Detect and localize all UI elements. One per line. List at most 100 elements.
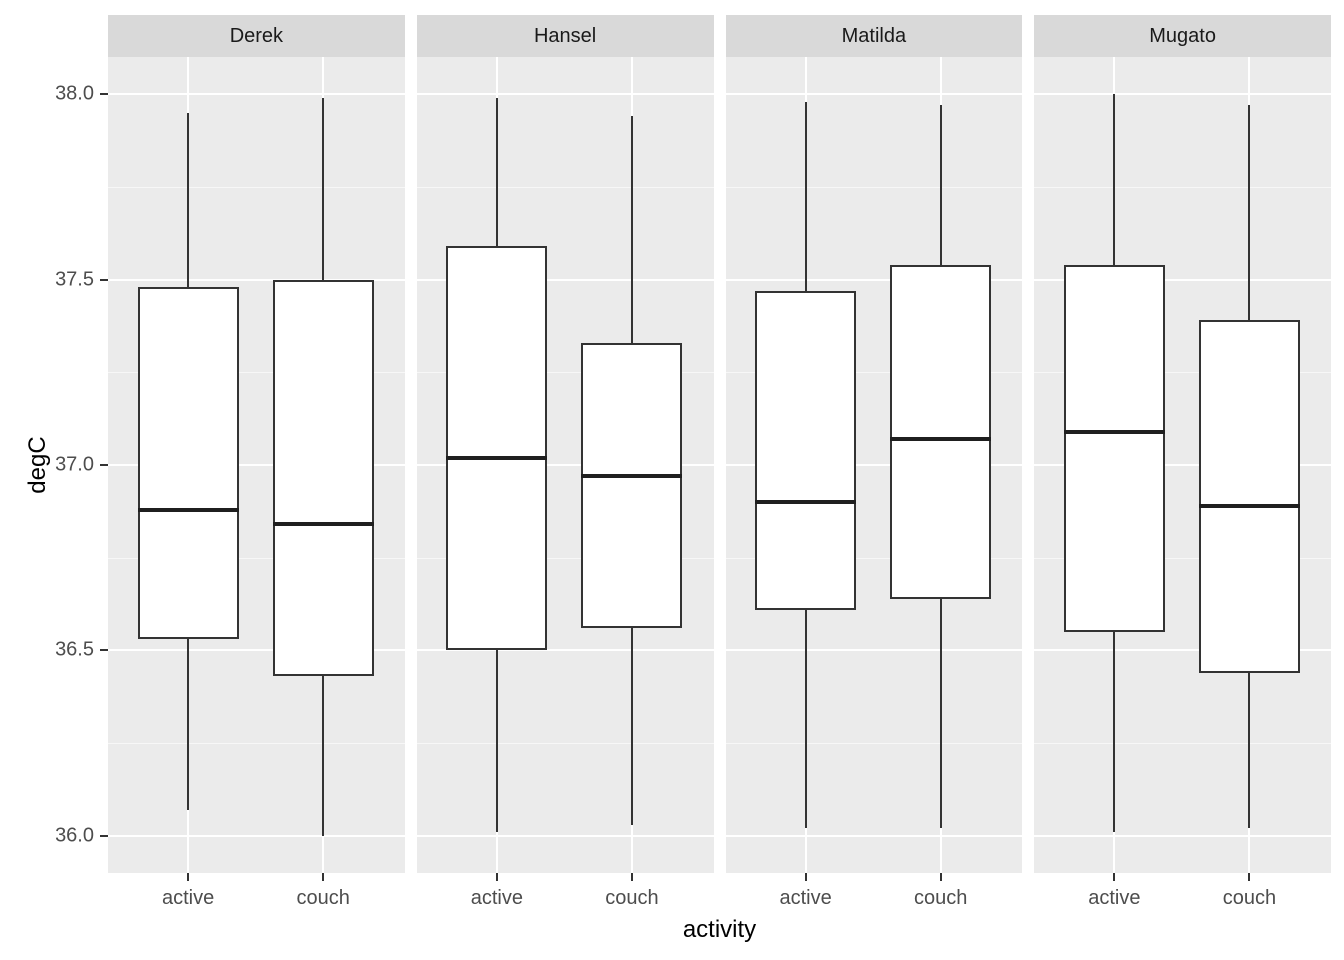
major-gridline <box>725 278 1023 281</box>
major-gridline <box>108 649 405 652</box>
panel-hansel <box>416 57 714 873</box>
facet-mugato: Mugato active couch <box>1034 15 1331 931</box>
y-tick-mark <box>100 649 108 652</box>
major-gridline <box>1034 278 1331 281</box>
major-gridline <box>108 834 405 837</box>
upper-whisker-active <box>804 101 807 291</box>
box-couch <box>581 342 683 629</box>
x-tick-label-active: active <box>1088 887 1141 909</box>
facet-derek: Derek active couch <box>108 15 405 931</box>
x-tick-mark <box>495 873 498 881</box>
box-couch <box>272 279 374 677</box>
x-axis-title: activity <box>682 916 757 943</box>
x-tick-mark <box>1113 873 1116 881</box>
x-tick-mark <box>630 873 633 881</box>
y-tick-label-37.0: 37.0 <box>55 453 94 476</box>
panel-derek <box>108 57 405 873</box>
lower-whisker-couch <box>939 598 942 829</box>
x-tick-label-couch: couch <box>605 887 659 909</box>
minor-gridline <box>725 186 1023 188</box>
x-tick-mark <box>187 873 190 881</box>
major-gridline <box>1034 464 1331 466</box>
minor-gridline <box>416 557 714 559</box>
major-gridline <box>725 93 1023 96</box>
facet-row: Derek active couch Hansel active couch Matilda… <box>108 15 1331 931</box>
box-active <box>755 290 857 610</box>
x-axis-hansel: active couch <box>417 873 714 931</box>
x-tick-label-active: active <box>470 887 523 909</box>
box-active <box>1063 264 1165 632</box>
y-tick-label-37.5: 37.5 <box>55 268 94 291</box>
facet-strip: Matilda <box>725 15 1023 57</box>
facet-label: Derek <box>229 24 284 47</box>
box-couch <box>890 264 992 599</box>
x-axis-matilda: active couch <box>726 873 1023 931</box>
facet-label: Hansel <box>533 24 597 47</box>
x-axis-derek: active couch <box>108 873 405 931</box>
y-tick-mark <box>100 93 108 96</box>
upper-whisker-active <box>495 97 498 247</box>
median-line-couch <box>272 522 374 527</box>
major-gridline <box>416 834 714 837</box>
y-tick-label-36.0: 36.0 <box>55 824 94 847</box>
lower-whisker-couch <box>322 676 325 836</box>
lower-whisker-active <box>804 609 807 829</box>
y-tick-label-36.5: 36.5 <box>55 638 94 661</box>
major-gridline <box>108 464 405 466</box>
major-gridline <box>725 649 1023 652</box>
x-tick-label-active: active <box>779 887 832 909</box>
lower-whisker-active <box>495 650 498 833</box>
y-tick-label-38.0: 38.0 <box>55 82 94 105</box>
lower-whisker-active <box>1113 631 1116 833</box>
minor-gridline <box>416 186 714 188</box>
x-tick-label-couch: couch <box>296 887 350 909</box>
major-gridline <box>1034 93 1331 96</box>
upper-whisker-couch <box>1248 105 1251 321</box>
median-line-active <box>755 500 857 505</box>
minor-gridline <box>725 743 1023 745</box>
box-couch <box>1198 320 1300 673</box>
y-tick-mark <box>100 834 108 837</box>
minor-gridline <box>1034 186 1331 188</box>
minor-gridline <box>1034 372 1331 374</box>
major-gridline <box>1034 834 1331 837</box>
x-tick-mark <box>804 873 807 881</box>
y-tick-mark <box>100 464 108 466</box>
major-gridline <box>416 278 714 281</box>
facet-label: Mugato <box>1149 24 1216 47</box>
major-gridline <box>416 464 714 466</box>
upper-whisker-couch <box>630 116 633 343</box>
upper-whisker-active <box>1113 94 1116 265</box>
major-gridline <box>1034 649 1331 652</box>
x-tick-label-active: active <box>161 887 215 909</box>
x-tick-label-couch: couch <box>913 887 968 909</box>
lower-whisker-couch <box>630 628 633 825</box>
major-gridline <box>108 93 405 96</box>
median-line-couch <box>890 437 992 442</box>
major-gridline <box>725 464 1023 466</box>
major-gridline <box>416 93 714 96</box>
lower-whisker-active <box>187 639 190 810</box>
y-axis: 36.0 36.5 37.0 37.5 38.0 <box>0 57 108 873</box>
minor-gridline <box>725 557 1023 559</box>
upper-whisker-couch <box>322 97 325 280</box>
x-tick-mark <box>322 873 325 881</box>
facet-strip: Hansel <box>416 15 714 57</box>
minor-gridline <box>416 372 714 374</box>
major-gridline <box>416 649 714 652</box>
minor-gridline <box>108 743 405 745</box>
facet-strip: Mugato <box>1034 15 1331 57</box>
facet-matilda: Matilda active couch <box>725 15 1023 931</box>
y-tick-mark <box>100 278 108 281</box>
lower-whisker-couch <box>1248 672 1251 829</box>
median-line-couch <box>1198 503 1300 508</box>
x-tick-label-couch: couch <box>1222 887 1277 909</box>
median-line-active <box>446 455 548 460</box>
upper-whisker-active <box>187 112 190 287</box>
minor-gridline <box>108 186 405 188</box>
x-tick-mark <box>1248 873 1251 881</box>
minor-gridline <box>1034 557 1331 559</box>
x-axis-mugato: active couch <box>1034 873 1331 931</box>
box-active <box>137 286 239 640</box>
